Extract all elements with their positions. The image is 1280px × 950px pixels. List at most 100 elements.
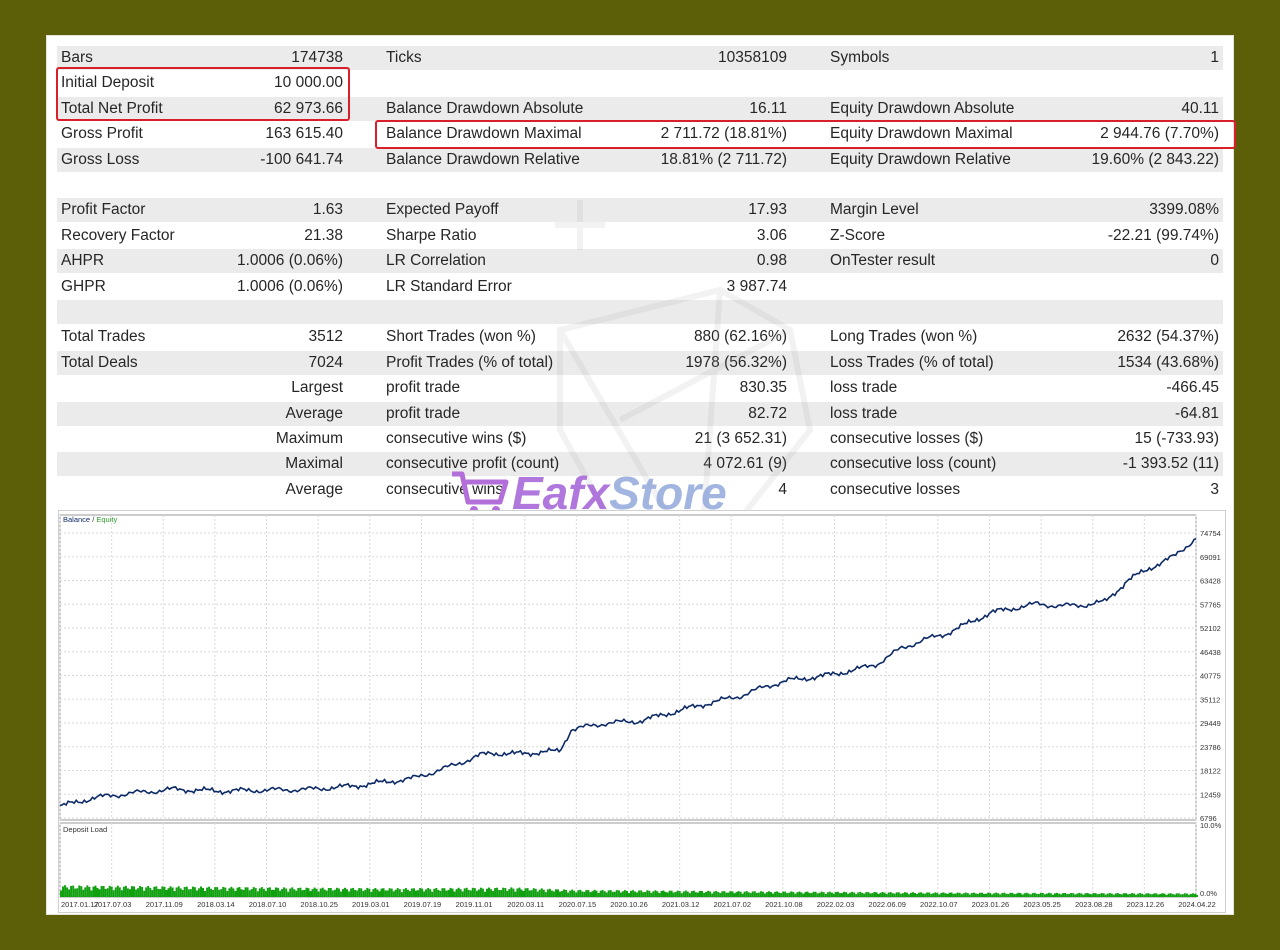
- load-title: Deposit Load: [63, 825, 107, 834]
- load-bar: [814, 891, 817, 897]
- load-bar: [469, 890, 472, 897]
- load-bar: [254, 888, 257, 897]
- table-row: Total Trades 3512 Short Trades (won %) 880 …: [57, 325, 1223, 349]
- row-label-2: Expected Payoff: [386, 201, 499, 219]
- load-bar: [879, 892, 882, 897]
- load-bar: [325, 890, 328, 897]
- y-tick-label: 69091: [1200, 553, 1221, 562]
- load-bar: [615, 890, 618, 897]
- row-value-3: -64.81: [1175, 404, 1219, 422]
- load-bar: [1110, 893, 1113, 897]
- x-tick-label: 2022.02.03: [817, 900, 855, 909]
- y-tick-label: 0.0%: [1200, 889, 1217, 898]
- load-bar: [861, 892, 864, 897]
- table-row: [57, 300, 1223, 324]
- load-bar: [751, 891, 754, 897]
- row-label-2: Sharpe Ratio: [386, 226, 477, 244]
- load-bar: [104, 889, 107, 897]
- row-label-2: Profit Trades (% of total): [386, 353, 554, 371]
- load-bar: [607, 890, 610, 897]
- load-bar: [492, 891, 495, 897]
- load-bar: [396, 888, 399, 897]
- load-bar: [1163, 893, 1166, 897]
- load-bar: [441, 888, 444, 897]
- load-bar: [218, 889, 221, 897]
- load-bar: [749, 893, 752, 897]
- load-bar: [273, 889, 275, 897]
- load-bar: [289, 888, 292, 897]
- load-bar: [1074, 894, 1077, 897]
- load-bar: [636, 892, 639, 897]
- row-value-1: 163 615.40: [265, 125, 343, 143]
- load-bar: [528, 890, 531, 897]
- table-row: [57, 173, 1223, 197]
- y-tick-label: 29449: [1200, 719, 1221, 728]
- load-bar: [546, 889, 549, 897]
- row-label-2: consecutive wins ($): [386, 430, 527, 447]
- load-bar: [924, 893, 927, 897]
- load-bar: [936, 892, 939, 897]
- load-bar: [329, 888, 332, 897]
- row-label-1: Average: [285, 480, 343, 498]
- load-bar: [281, 889, 284, 897]
- x-tick-label: 2023.01.26: [972, 900, 1010, 909]
- row-value-2: 4: [778, 480, 787, 498]
- load-bar: [660, 891, 663, 897]
- load-bar: [830, 892, 833, 897]
- load-bar: [1189, 893, 1192, 897]
- load-bar: [490, 889, 493, 897]
- x-tick-label: 2023.12.26: [1127, 900, 1165, 909]
- load-bar: [384, 890, 387, 897]
- load-bar: [640, 890, 643, 897]
- row-label-1: Average: [285, 404, 343, 422]
- load-bar: [978, 892, 981, 897]
- load-bar: [319, 888, 322, 897]
- load-bar: [1025, 892, 1028, 897]
- load-bar: [662, 890, 665, 897]
- load-bar: [179, 888, 182, 897]
- x-tick-label: 2022.10.07: [920, 900, 958, 909]
- load-bar: [224, 887, 227, 897]
- load-bar: [668, 890, 671, 897]
- load-bar: [370, 891, 373, 897]
- load-bar: [293, 889, 296, 897]
- load-bar: [423, 891, 426, 897]
- load-bar: [299, 887, 302, 897]
- load-bar: [561, 890, 564, 897]
- load-bar: [806, 891, 809, 897]
- load-bar: [952, 893, 955, 897]
- load-bar: [285, 888, 288, 897]
- load-bar: [431, 891, 434, 897]
- load-bar: [473, 888, 476, 897]
- row-label-1: Gross Loss: [61, 150, 140, 168]
- load-bar: [323, 889, 326, 897]
- load-bar: [780, 893, 783, 897]
- load-bar: [717, 892, 720, 897]
- table-row: Gross Profit 163 615.40 Balance Drawdown M…: [57, 122, 1223, 146]
- load-bar: [419, 888, 422, 897]
- load-bar: [1076, 893, 1079, 897]
- load-bar: [630, 890, 632, 897]
- load-bar: [638, 890, 641, 897]
- row-value-1: 21.38: [304, 226, 343, 244]
- load-bar: [788, 892, 791, 897]
- load-bar: [999, 894, 1002, 897]
- row-label-3: Long Trades (won %): [830, 328, 978, 346]
- load-bar: [617, 890, 620, 897]
- load-bar: [968, 894, 971, 897]
- load-bar: [755, 892, 758, 897]
- load-bar: [445, 890, 448, 897]
- load-bar: [832, 893, 835, 897]
- load-bar: [279, 890, 282, 897]
- load-bar: [479, 887, 482, 897]
- load-bar: [506, 890, 509, 897]
- load-bar: [1157, 894, 1160, 897]
- load-bar: [934, 892, 937, 897]
- load-bar: [118, 887, 121, 897]
- y-tick-label: 46438: [1200, 648, 1221, 657]
- load-bar: [228, 888, 231, 897]
- load-bar: [719, 893, 722, 897]
- load-bar: [920, 892, 923, 897]
- load-bar: [956, 892, 959, 897]
- load-bar: [392, 891, 395, 897]
